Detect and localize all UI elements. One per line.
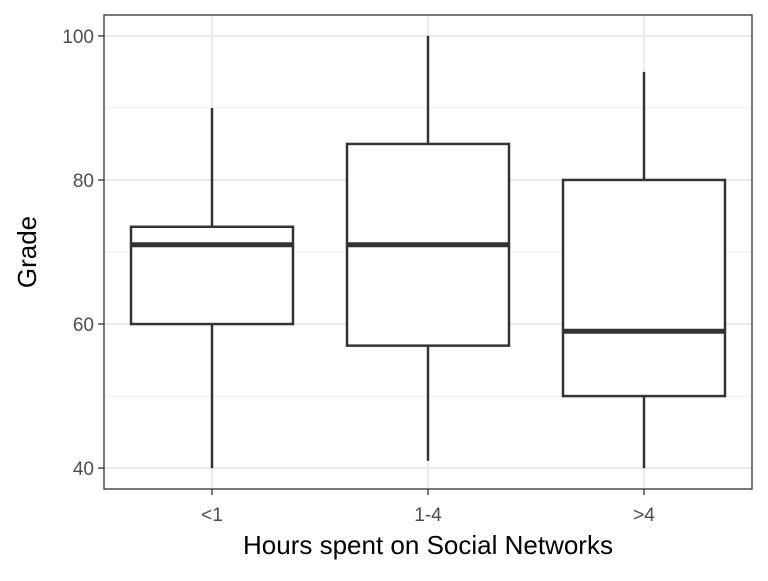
x-tick-label: 1-4 xyxy=(414,505,442,526)
box-iqr xyxy=(561,178,727,398)
y-axis-title: Grade xyxy=(12,216,42,288)
x-tick-label: <1 xyxy=(201,505,223,526)
y-tick-label: 80 xyxy=(73,171,94,192)
y-tick-label: 100 xyxy=(62,27,94,48)
x-tick-label: >4 xyxy=(633,505,655,526)
y-tick-label: 60 xyxy=(73,315,94,336)
y-tick-label: 40 xyxy=(73,459,94,480)
box-2 xyxy=(345,35,511,461)
box-iqr xyxy=(129,225,295,326)
box-1 xyxy=(129,107,295,469)
axis-ticks: 40 60 80 100 <1 1-4 >4 xyxy=(62,27,655,526)
x-axis-title: Hours spent on Social Networks xyxy=(243,530,613,560)
box-3 xyxy=(561,71,727,469)
box-series xyxy=(129,35,727,469)
